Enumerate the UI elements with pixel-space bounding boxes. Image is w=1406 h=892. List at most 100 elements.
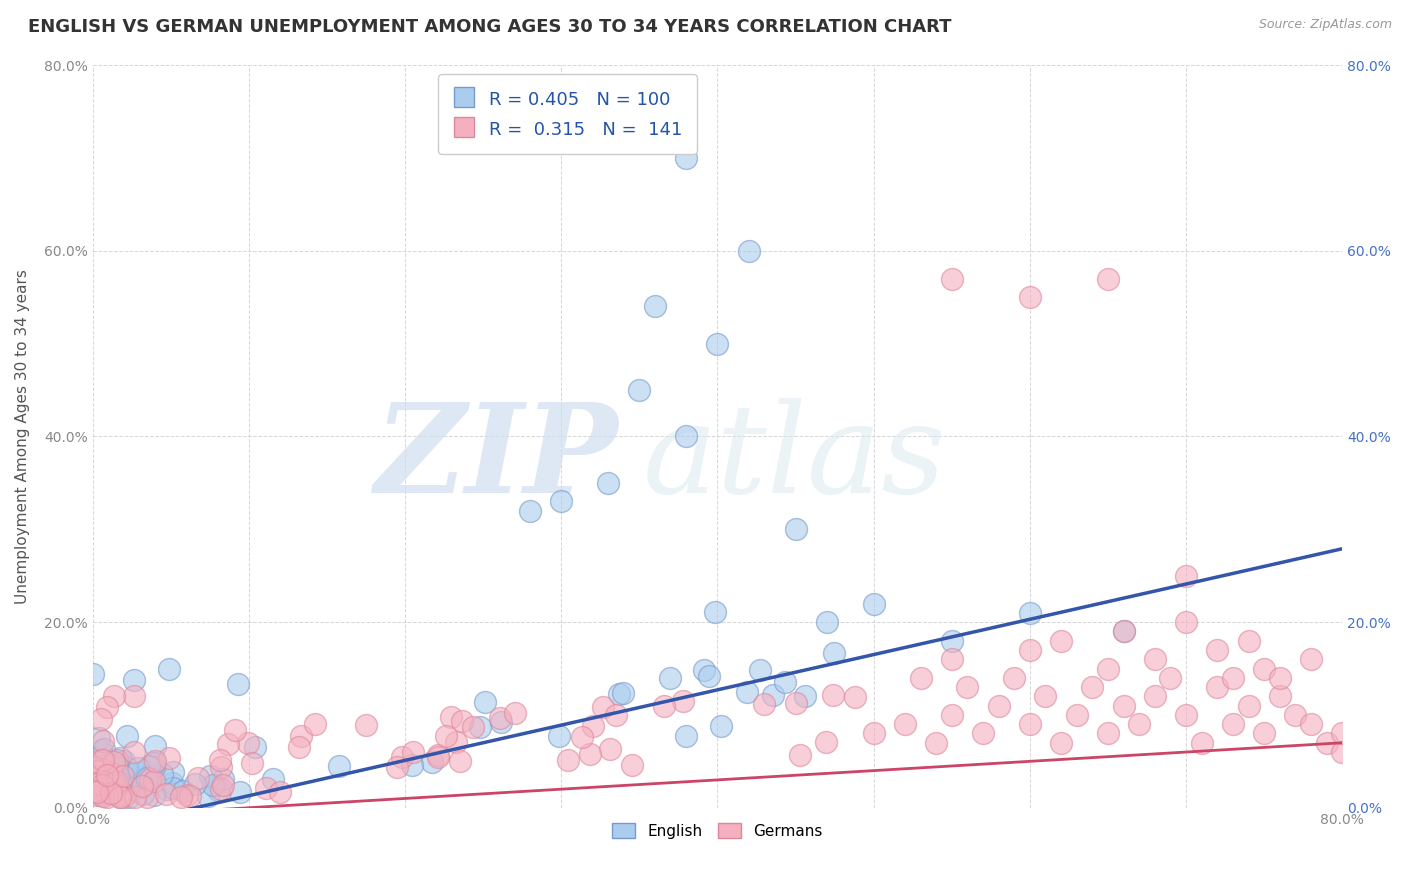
Point [1143, 652, 1166, 666]
Point [105, 775, 128, 789]
Point [111, 769, 134, 783]
Point [1018, 606, 1040, 620]
Point [93, 742, 115, 756]
Point [89, 782, 111, 797]
Point [96, 700, 118, 714]
Point [785, 522, 807, 536]
Point [117, 780, 139, 795]
Point [1191, 736, 1213, 750]
Point [1222, 717, 1244, 731]
Point [169, 790, 191, 805]
Point [844, 690, 866, 704]
Point [1206, 680, 1229, 694]
Point [139, 770, 162, 784]
Point [184, 777, 207, 791]
Point [941, 633, 963, 648]
Point [122, 745, 145, 759]
Text: atlas: atlas [643, 398, 946, 519]
Text: ZIP: ZIP [374, 398, 617, 519]
Point [752, 697, 775, 711]
Point [1066, 707, 1088, 722]
Point [488, 710, 510, 724]
Point [579, 747, 602, 762]
Point [815, 615, 838, 629]
Point [693, 663, 716, 677]
Point [910, 671, 932, 685]
Point [100, 765, 122, 780]
Point [94, 786, 117, 800]
Point [290, 729, 312, 743]
Point [105, 776, 128, 790]
Point [592, 699, 614, 714]
Point [117, 772, 139, 787]
Point [762, 688, 785, 702]
Point [1112, 624, 1135, 639]
Point [1206, 643, 1229, 657]
Point [83, 766, 105, 780]
Point [90, 753, 112, 767]
Point [737, 244, 759, 258]
Point [103, 764, 125, 778]
Point [103, 756, 125, 770]
Point [1284, 707, 1306, 722]
Point [387, 760, 409, 774]
Point [105, 753, 128, 767]
Point [86, 785, 108, 799]
Point [463, 720, 485, 734]
Point [548, 730, 571, 744]
Point [243, 740, 266, 755]
Point [1222, 671, 1244, 685]
Point [1018, 290, 1040, 304]
Point [93, 789, 115, 804]
Point [1081, 680, 1104, 694]
Point [157, 661, 180, 675]
Point [132, 778, 155, 792]
Point [122, 690, 145, 704]
Point [160, 776, 183, 790]
Point [105, 761, 128, 775]
Y-axis label: Unemployment Among Ages 30 to 34 years: Unemployment Among Ages 30 to 34 years [15, 269, 30, 604]
Point [187, 771, 209, 785]
Point [1237, 633, 1260, 648]
Text: Source: ZipAtlas.com: Source: ZipAtlas.com [1258, 18, 1392, 31]
Point [1253, 661, 1275, 675]
Point [449, 754, 471, 768]
Point [96, 768, 118, 782]
Point [91, 753, 114, 767]
Point [96, 790, 118, 805]
Point [519, 504, 541, 518]
Point [145, 739, 167, 753]
Point [1175, 707, 1198, 722]
Point [138, 758, 160, 772]
Point [90, 778, 112, 792]
Point [699, 669, 721, 683]
Point [628, 383, 651, 397]
Point [605, 707, 627, 722]
Point [143, 754, 166, 768]
Point [735, 684, 758, 698]
Point [444, 735, 467, 749]
Point [1050, 633, 1073, 648]
Point [571, 730, 593, 744]
Point [1175, 568, 1198, 582]
Point [83, 768, 105, 782]
Point [124, 790, 146, 805]
Point [103, 776, 125, 790]
Point [1175, 615, 1198, 629]
Point [89, 788, 111, 802]
Point [599, 741, 621, 756]
Point [474, 695, 496, 709]
Point [115, 759, 138, 773]
Point [598, 475, 620, 490]
Point [87, 731, 110, 746]
Point [675, 151, 697, 165]
Point [127, 765, 149, 780]
Point [941, 271, 963, 285]
Point [1316, 736, 1339, 750]
Point [1331, 745, 1354, 759]
Point [1035, 690, 1057, 704]
Point [101, 779, 124, 793]
Point [956, 680, 979, 694]
Point [86, 777, 108, 791]
Point [972, 726, 994, 740]
